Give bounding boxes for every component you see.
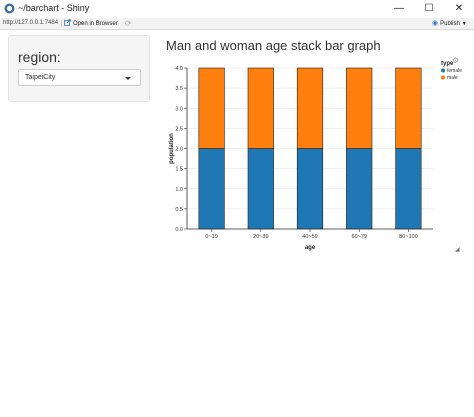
sidebar-panel: region: TaipeiCity bbox=[8, 35, 150, 102]
refresh-icon[interactable]: ⟳ bbox=[125, 19, 132, 28]
y-tick-label: 3.0 bbox=[175, 106, 183, 112]
x-tick-label: 20~39 bbox=[253, 234, 268, 240]
x-tick-label: 0~19 bbox=[205, 234, 217, 240]
x-tick-label: 60~79 bbox=[351, 234, 366, 240]
bar-segment-male bbox=[346, 67, 373, 149]
toolbar-divider bbox=[61, 20, 62, 27]
chevron-down-icon bbox=[125, 77, 131, 80]
bar-segment-female bbox=[247, 148, 274, 230]
minimize-button[interactable]: — bbox=[394, 3, 404, 14]
bar-segment-male bbox=[395, 67, 422, 149]
stacked-bar-chart: 0.0 0.5 1.0 1.5 2.0 2.5 3.0 3.5 4.0 0~19 20~39 40~5… bbox=[169, 61, 462, 251]
y-axis-label: population bbox=[169, 133, 175, 164]
shiny-app-icon bbox=[4, 3, 15, 14]
chevron-down-icon: ▼ bbox=[461, 21, 467, 27]
bar-segment-female bbox=[346, 148, 373, 230]
viewer-toolbar: http://127.0.0.1:7484 Open in Browser ⟳ … bbox=[0, 18, 474, 30]
bar-segment-female bbox=[198, 148, 225, 230]
publish-icon: ◉ bbox=[432, 20, 439, 27]
y-tick-label: 4.0 bbox=[175, 66, 183, 72]
legend-label-male: male bbox=[447, 75, 458, 81]
region-select-value: TaipeiCity bbox=[25, 74, 56, 81]
open-browser-icon bbox=[64, 19, 71, 26]
page-title: Man and woman age stack bar graph bbox=[166, 38, 381, 53]
region-select[interactable]: TaipeiCity bbox=[18, 69, 141, 86]
y-tick-label: 1.0 bbox=[175, 187, 183, 193]
close-button[interactable]: ✕ bbox=[454, 3, 464, 14]
y-tick-label: 3.5 bbox=[175, 86, 183, 92]
resize-handle-icon[interactable]: ◢ bbox=[455, 247, 460, 253]
y-tick-label: 1.5 bbox=[175, 167, 183, 173]
bar-segment-male bbox=[198, 67, 225, 149]
x-tick-label: 80~100 bbox=[399, 234, 418, 240]
url-text: http://127.0.0.1:7484 bbox=[3, 20, 59, 26]
x-tick-label: 40~59 bbox=[302, 234, 317, 240]
region-label: region: bbox=[18, 49, 61, 65]
open-in-browser-label: Open in Browser bbox=[73, 21, 118, 27]
gear-icon[interactable]: ⚙ bbox=[452, 56, 460, 65]
publish-button[interactable]: ◉ Publish ▼ bbox=[432, 19, 467, 29]
bar-segment-female bbox=[395, 148, 422, 230]
legend-title: type bbox=[441, 61, 454, 67]
open-in-browser-button[interactable]: Open in Browser bbox=[64, 19, 118, 28]
maximize-button[interactable]: ☐ bbox=[424, 3, 434, 14]
legend-label-female: female bbox=[447, 68, 462, 74]
window-title: ~/barchart - Shiny bbox=[18, 3, 90, 13]
bar-segment-male bbox=[247, 67, 274, 149]
publish-label: Publish bbox=[440, 21, 460, 27]
y-tick-label: 2.5 bbox=[175, 126, 183, 132]
x-axis-label: age bbox=[305, 245, 316, 251]
window-title-bar: ~/barchart - Shiny — ☐ ✕ bbox=[0, 0, 474, 18]
legend-swatch-female bbox=[441, 68, 445, 73]
legend-swatch-male bbox=[441, 75, 445, 80]
bar-segment-male bbox=[296, 67, 324, 149]
y-tick-label: 0.5 bbox=[175, 207, 183, 213]
bar-segment-female bbox=[296, 148, 324, 230]
y-tick-label: 0.0 bbox=[175, 227, 183, 233]
y-tick-label: 2.0 bbox=[175, 147, 183, 153]
